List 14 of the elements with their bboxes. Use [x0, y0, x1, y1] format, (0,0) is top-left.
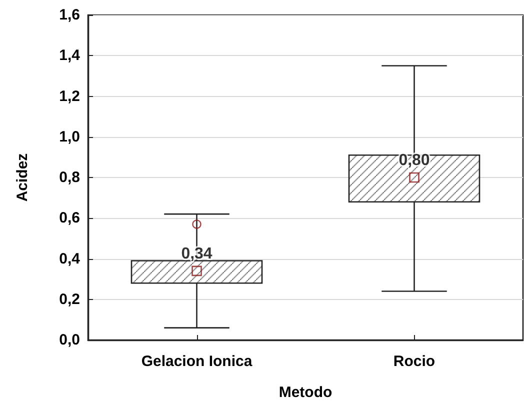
y-tick-label: 0,2 [59, 290, 80, 308]
x-tick-label: Gelacion Ionica [141, 353, 253, 370]
text: 0,80 [398, 152, 430, 169]
y-tick-label: 1,0 [59, 128, 80, 146]
y-tick-label: 0,0 [59, 332, 80, 348]
y-tick-label: 0,8 [59, 169, 80, 186]
y-tick-label: 0,4 [59, 250, 81, 268]
x-tick-label: Rocio [393, 353, 436, 370]
x-axis-title: Metodo [278, 384, 332, 401]
y-tick-label: 0,6 [59, 210, 80, 227]
y-tick-label: 1,6 [59, 6, 80, 24]
y-tick-label: 1,4 [59, 47, 81, 64]
y-axis-title: Acidez [14, 153, 31, 202]
y-tick-label: 1,2 [59, 88, 80, 105]
